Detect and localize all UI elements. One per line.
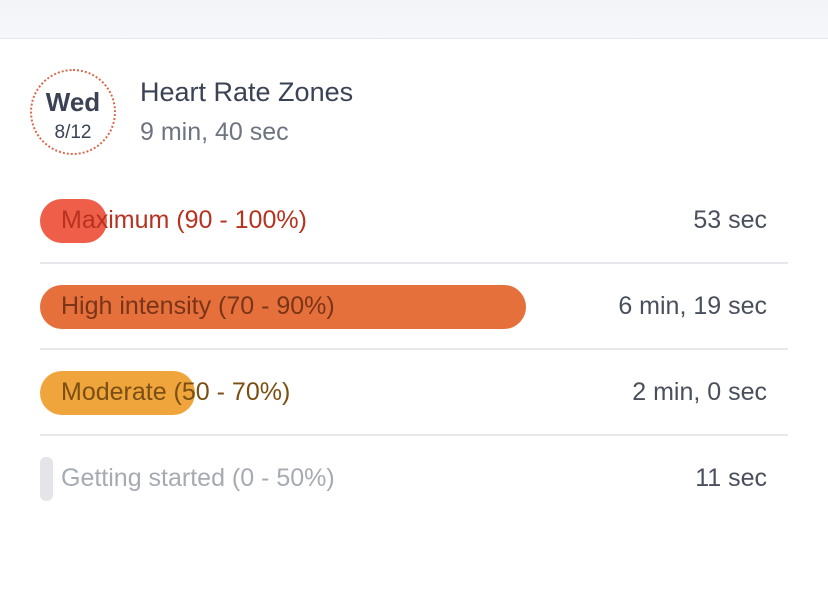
date-number: 8/12 — [54, 122, 92, 143]
heart-rate-zones-card[interactable]: Wed 8/12 Heart Rate Zones 9 min, 40 sec … — [0, 39, 828, 592]
zone-label-maximum: Maximum (90 - 100%) — [61, 206, 307, 234]
zone-row-high-intensity: High intensity (70 - 90%) 6 min, 19 sec — [40, 264, 788, 350]
zone-label-high-intensity: High intensity (70 - 90%) — [61, 292, 335, 320]
zone-row-moderate: Moderate (50 - 70%) 2 min, 0 sec — [40, 350, 788, 436]
date-day: Wed — [45, 87, 101, 117]
zone-row-maximum: Maximum (90 - 100%) 53 sec — [40, 178, 788, 264]
zone-row-getting-started: Getting started (0 - 50%) 11 sec — [40, 436, 788, 522]
card-title: Heart Rate Zones — [140, 77, 354, 107]
zone-time-high-intensity: 6 min, 19 sec — [618, 292, 767, 320]
total-time: 9 min, 40 sec — [140, 118, 289, 146]
zone-time-getting-started: 11 sec — [695, 464, 767, 492]
date-badge: Wed 8/12 — [30, 69, 116, 155]
zone-bar-getting-started — [40, 457, 53, 501]
zone-bar-moderate — [40, 371, 195, 415]
zone-time-moderate: 2 min, 0 sec — [632, 378, 767, 406]
zone-label-moderate: Moderate (50 - 70%) — [61, 378, 291, 406]
zone-label-getting-started: Getting started (0 - 50%) — [61, 464, 335, 492]
top-bar — [0, 0, 828, 39]
zone-time-maximum: 53 sec — [693, 206, 767, 234]
zone-bar-maximum — [40, 199, 107, 243]
zone-bar-high-intensity — [40, 285, 526, 329]
